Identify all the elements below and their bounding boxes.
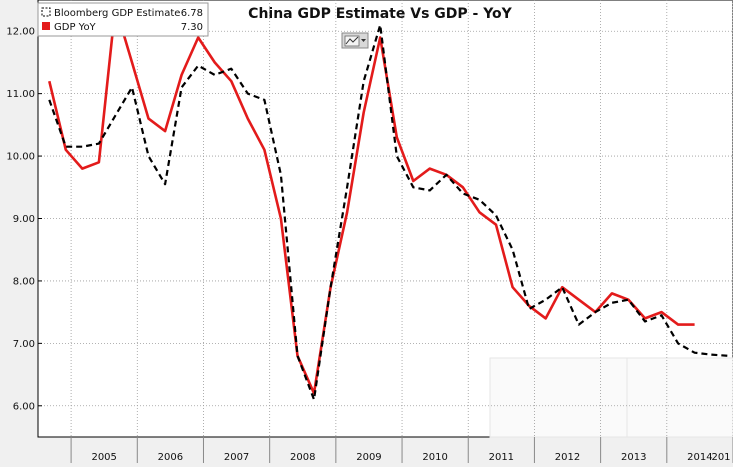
chart-type-button[interactable] bbox=[341, 32, 369, 49]
x-tick-label: 2009 bbox=[356, 452, 381, 463]
chevron-down-icon bbox=[361, 39, 366, 42]
line-chart-icon bbox=[345, 36, 359, 45]
lower-right-panel bbox=[489, 357, 733, 438]
legend-swatch-gdp bbox=[42, 22, 50, 30]
y-tick-label: 7.00 bbox=[13, 339, 35, 350]
y-tick-label: 11.00 bbox=[6, 89, 35, 100]
legend-label-estimate: Bloomberg GDP Estimate bbox=[54, 8, 180, 19]
x-tick-label: 2007 bbox=[224, 452, 249, 463]
x-tick-label: 2012 bbox=[555, 452, 580, 463]
grid-lines bbox=[38, 0, 733, 463]
series-layer bbox=[48, 4, 728, 401]
y-tick-label: 12.00 bbox=[6, 27, 35, 38]
legend-label-gdp: GDP YoY bbox=[54, 22, 97, 33]
x-tick-label: 201 bbox=[711, 452, 730, 463]
x-tick-label: 2008 bbox=[290, 452, 315, 463]
x-tick-label: 2005 bbox=[91, 452, 116, 463]
legend-item-gdp: GDP YoY 7.30 bbox=[42, 22, 203, 33]
x-tick-label: 2010 bbox=[422, 452, 447, 463]
x-axis-ticks: 2005 2006 2007 2008 2009 2010 2011 2012 2013 2014… bbox=[91, 452, 730, 463]
legend-item-estimate: Bloomberg GDP Estimate 6.78 bbox=[41, 7, 203, 19]
y-tick-label: 6.00 bbox=[13, 401, 35, 412]
legend: Bloomberg GDP Estimate 6.78 GDP YoY 7.30 bbox=[37, 2, 209, 37]
legend-value-estimate: 6.78 bbox=[181, 8, 203, 19]
chart-title: China GDP Estimate Vs GDP - YoY bbox=[248, 6, 513, 22]
series-line-estimate bbox=[48, 23, 728, 401]
y-axis-ticks: 6.00 7.00 8.00 9.00 10.00 11.00 12.00 bbox=[6, 27, 35, 413]
legend-value-gdp: 7.30 bbox=[181, 22, 203, 33]
x-tick-label: 2006 bbox=[158, 452, 183, 463]
series-line-gdp bbox=[48, 4, 695, 395]
y-tick-label: 10.00 bbox=[6, 152, 35, 163]
x-tick-label: 2013 bbox=[621, 452, 646, 463]
x-tick-label: 2011 bbox=[489, 452, 514, 463]
y-tick-label: 8.00 bbox=[13, 276, 35, 287]
legend-swatch-estimate bbox=[41, 7, 51, 17]
x-tick-label: 2014 bbox=[687, 452, 712, 463]
y-tick-label: 9.00 bbox=[13, 214, 35, 225]
